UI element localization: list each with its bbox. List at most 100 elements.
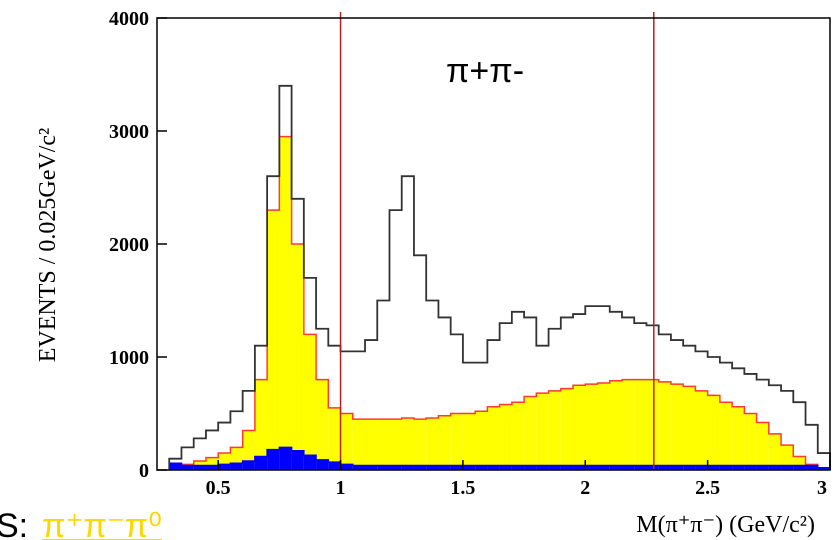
histogram-bar — [560, 388, 574, 470]
histogram-bar — [328, 407, 341, 470]
histogram-bar — [438, 465, 451, 470]
histogram-bar — [756, 422, 769, 470]
x-tick-label: 3 — [817, 477, 827, 499]
histogram-bar — [413, 465, 427, 470]
x-tick-label: 1.5 — [450, 477, 475, 499]
histogram-bar — [377, 419, 390, 470]
histogram-bar — [719, 465, 733, 470]
histogram-bar — [230, 463, 243, 470]
histogram-bar — [634, 465, 647, 470]
histogram-bar — [511, 402, 525, 470]
histogram-bar — [707, 465, 720, 470]
x-tick-label: 0.5 — [206, 477, 231, 499]
histogram-bar — [536, 465, 549, 470]
histogram-bar — [242, 430, 255, 470]
histogram-bar — [316, 379, 329, 470]
histogram-bar — [377, 465, 390, 470]
histogram-bar — [365, 419, 378, 470]
histogram-bar — [218, 464, 231, 470]
histogram-series — [169, 136, 830, 470]
histogram-bar — [413, 419, 427, 470]
histogram-bar — [744, 465, 757, 470]
histogram-bar — [732, 406, 745, 470]
histogram-bar — [499, 465, 512, 470]
histogram-bar — [499, 404, 512, 470]
histogram-bar — [181, 465, 194, 470]
x-axis-label: M(π⁺π⁻) (GeV/c²) — [636, 512, 815, 538]
histogram-bar — [303, 455, 317, 470]
histogram-bar — [462, 413, 476, 470]
y-tick-label: 2000 — [109, 234, 149, 256]
annotation: π+π- — [446, 52, 524, 90]
histogram-bar — [524, 396, 537, 470]
histogram-bar — [683, 386, 696, 470]
histogram-bar — [548, 465, 561, 470]
histogram-bar — [609, 380, 622, 470]
histogram-bar — [756, 465, 769, 470]
histogram-bar — [401, 418, 414, 470]
footer-prefix: S: — [0, 507, 28, 540]
histogram-bar — [254, 379, 268, 470]
histogram-bar — [670, 384, 684, 470]
histogram-bar — [573, 465, 586, 470]
histogram-bar — [609, 465, 622, 470]
histogram-bar — [475, 411, 488, 470]
histogram-bar — [744, 413, 757, 470]
histogram-bar — [621, 379, 635, 470]
histogram-bar — [267, 449, 280, 470]
histogram-bar — [585, 384, 598, 470]
histogram-outline — [168, 84, 831, 470]
histogram-bar — [536, 393, 549, 470]
histogram-bar — [291, 244, 304, 470]
histogram-series — [169, 447, 830, 470]
histogram-bar — [389, 465, 402, 470]
footer-label: π⁺π⁻π⁰ — [42, 507, 162, 540]
histogram-bar — [291, 450, 304, 470]
histogram-bar — [695, 390, 708, 470]
histogram-bar — [205, 465, 219, 470]
histogram-bar — [658, 381, 671, 470]
histogram-bar — [658, 465, 671, 470]
histogram-bar — [487, 406, 500, 470]
x-tick-label: 2.5 — [695, 477, 720, 499]
histogram-bar — [450, 413, 463, 470]
histogram-bar — [806, 425, 818, 470]
histogram-bar — [303, 334, 317, 470]
histogram-bar — [340, 464, 353, 470]
histogram-bar — [450, 465, 463, 470]
histogram-bar — [793, 465, 806, 470]
histogram-bar — [683, 465, 696, 470]
histogram-bar — [768, 465, 782, 470]
histogram-bar — [279, 136, 292, 470]
histogram-bar — [389, 419, 402, 470]
histogram-bar — [340, 413, 353, 470]
x-tick-label: 2 — [580, 477, 590, 499]
histogram-bar — [328, 462, 341, 470]
y-tick-label: 1000 — [109, 347, 149, 369]
histogram-bar — [242, 460, 255, 470]
histogram-bar — [462, 465, 476, 470]
y-axis-label: EVENTS / 0.025GeV/c² — [35, 128, 61, 363]
histogram-bar — [438, 415, 451, 470]
histogram-outline — [168, 135, 831, 470]
histogram-bar — [352, 419, 366, 470]
histogram-bar — [511, 465, 525, 470]
histogram-bar — [781, 445, 794, 470]
histogram-bar — [352, 465, 366, 470]
histogram-bar — [817, 467, 830, 470]
histogram-bar — [695, 465, 708, 470]
histogram-bar — [646, 465, 659, 470]
histogram-bar — [193, 465, 206, 470]
histogram-bar — [719, 402, 733, 470]
histogram-bar — [560, 465, 574, 470]
x-tick-label: 1 — [336, 477, 346, 499]
histogram-bar — [805, 465, 818, 470]
y-tick-label: 0 — [139, 460, 149, 482]
histogram-bar — [548, 390, 561, 470]
y-tick-label: 4000 — [109, 8, 149, 30]
histogram-bar — [365, 465, 378, 470]
histogram-bar — [597, 382, 610, 470]
histogram-bar — [573, 385, 586, 470]
histogram-bar — [169, 463, 182, 470]
